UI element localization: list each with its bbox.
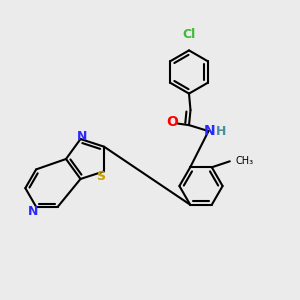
- Text: N: N: [204, 124, 216, 138]
- Text: CH₃: CH₃: [235, 156, 253, 166]
- Text: O: O: [167, 115, 178, 129]
- Text: N: N: [77, 130, 87, 142]
- Text: S: S: [97, 170, 106, 183]
- Text: Cl: Cl: [182, 28, 196, 41]
- Text: N: N: [28, 205, 38, 218]
- Text: H: H: [216, 124, 226, 138]
